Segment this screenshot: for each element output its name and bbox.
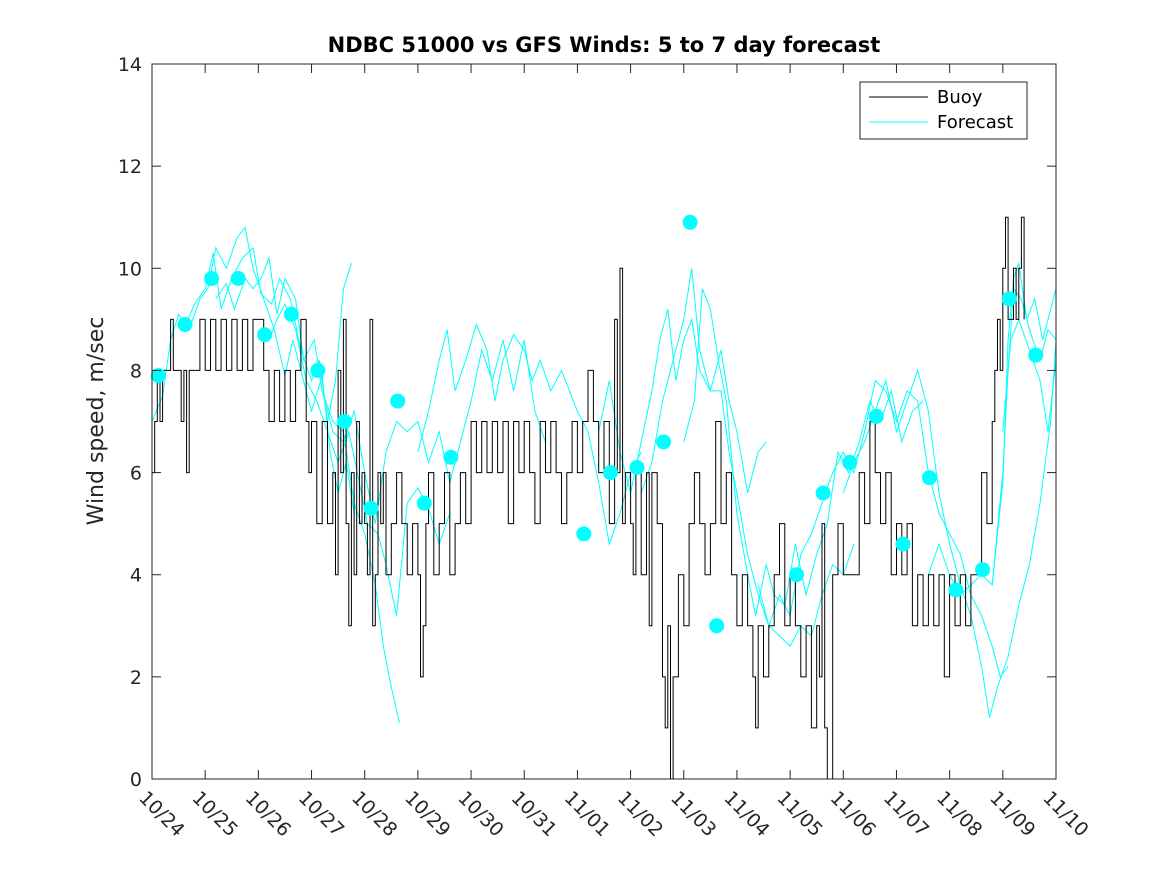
y-axis: 0 2 4 6 8 10 12 14 <box>118 54 1056 791</box>
y-tick-label: 0 <box>130 769 142 791</box>
forecast-point <box>868 408 884 424</box>
forecast-point <box>416 495 432 511</box>
forecast-run-line <box>417 323 642 547</box>
y-tick-label: 12 <box>118 156 142 178</box>
y-tick-label: 14 <box>118 54 142 76</box>
forecast-point <box>895 536 911 552</box>
forecast-point <box>682 214 698 230</box>
forecast-run-line <box>215 256 400 723</box>
forecast-point <box>921 470 937 486</box>
forecast-point <box>363 500 379 516</box>
forecast-point <box>177 317 193 332</box>
forecast-point <box>602 465 618 481</box>
legend-forecast-label: Forecast <box>937 112 1013 133</box>
y-tick-label: 10 <box>118 258 142 280</box>
axes-box <box>151 63 1057 780</box>
forecast-run-line <box>991 287 1057 585</box>
forecast-point <box>1001 291 1017 307</box>
forecast-point <box>576 526 592 542</box>
forecast-run-line <box>842 339 1057 718</box>
forecast-run-line <box>640 268 855 648</box>
forecast-markers <box>150 214 1044 634</box>
legend-box <box>859 81 1028 140</box>
y-tick-label: 4 <box>130 565 142 587</box>
chart-title: NDBC 51000 vs GFS Winds: 5 to 7 day fore… <box>328 33 881 57</box>
forecast-point <box>337 414 352 429</box>
forecast-point <box>443 449 459 465</box>
forecast-run-line <box>1002 317 1057 432</box>
forecast-point <box>150 368 166 383</box>
buoy-line <box>152 216 1025 780</box>
forecast-point <box>1028 347 1044 363</box>
forecast-point <box>789 567 804 583</box>
legend-buoy-label: Buoy <box>937 87 983 108</box>
forecast-point <box>629 460 645 475</box>
forecast-point <box>283 306 299 322</box>
forecast-point <box>815 485 831 501</box>
y-tick-label: 2 <box>130 667 142 689</box>
buoy-series-line <box>152 216 1025 780</box>
legend: Buoy Forecast <box>859 81 1028 140</box>
forecast-point <box>204 271 220 286</box>
y-tick-label: 8 <box>130 360 142 382</box>
plot-area <box>150 63 1057 780</box>
y-tick-label: 6 <box>130 463 142 485</box>
y-axis-label: Wind speed, m/sec <box>84 317 109 526</box>
forecast-point <box>948 582 964 598</box>
forecast-point <box>656 434 672 450</box>
forecast-point <box>390 393 406 409</box>
forecast-point <box>257 327 273 343</box>
forecast-point <box>709 618 725 634</box>
forecast-point <box>842 454 858 470</box>
forecast-point <box>230 271 246 286</box>
forecast-point <box>975 562 991 578</box>
forecast-point <box>310 362 326 378</box>
